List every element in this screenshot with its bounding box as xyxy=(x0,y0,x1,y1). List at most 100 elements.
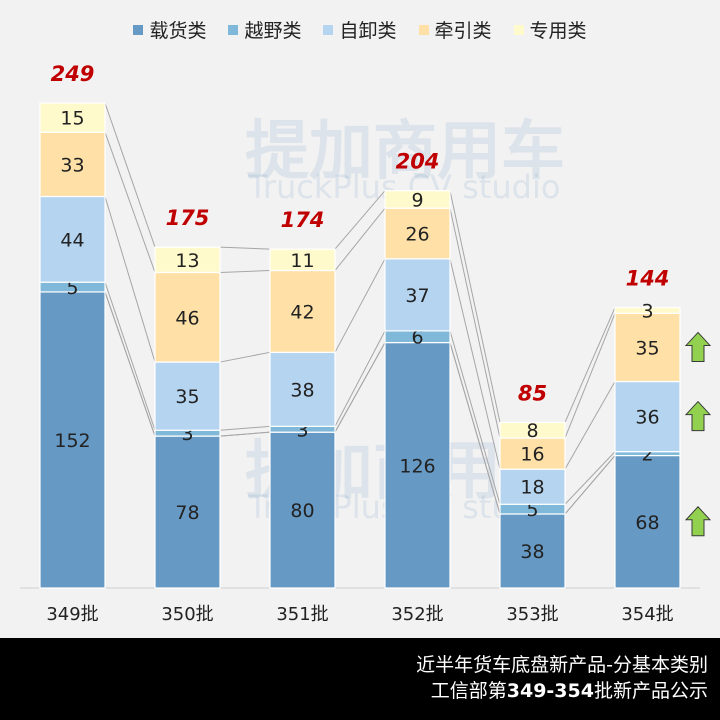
series-connector-line xyxy=(564,451,616,505)
bar-segment xyxy=(384,190,451,209)
legend-swatch xyxy=(513,24,524,35)
series-connector-line xyxy=(564,381,616,470)
legend-swatch xyxy=(228,24,239,35)
series-connector-line xyxy=(449,258,501,470)
total-label: 175 xyxy=(166,206,210,230)
data-label: 13 xyxy=(175,250,199,272)
data-label: 42 xyxy=(290,301,314,323)
bar-segment xyxy=(154,271,221,363)
footer-line2: 工信部第349-354批新产品公示 xyxy=(0,678,708,704)
data-label: 35 xyxy=(635,337,659,359)
data-label: 126 xyxy=(399,455,435,477)
footer-line1: 近半年货车底盘新产品-分基本类别 xyxy=(416,654,708,676)
bar-segment xyxy=(269,269,336,353)
data-label: 44 xyxy=(60,229,84,251)
data-label: 8 xyxy=(526,420,538,442)
legend-swatch xyxy=(323,24,334,35)
legend-item: 牵引类 xyxy=(418,16,492,43)
bar-segment xyxy=(154,435,221,589)
series-connector-line xyxy=(104,196,156,363)
series-connector-line xyxy=(564,313,616,439)
legend-item: 自卸类 xyxy=(323,16,397,43)
series-connector-line xyxy=(564,307,616,423)
x-tick-label: 351批 xyxy=(276,604,328,625)
bar-segment xyxy=(39,102,106,133)
legend: 载货类 越野类 自卸类 牵引类 专用类 xyxy=(0,16,720,43)
legend-label: 自卸类 xyxy=(339,20,397,42)
bar-segment xyxy=(614,306,681,314)
legend-label: 专用类 xyxy=(529,20,587,42)
legend-item: 专用类 xyxy=(513,16,587,43)
total-label: 249 xyxy=(51,62,95,86)
series-connector-line xyxy=(219,425,271,431)
data-label: 11 xyxy=(290,250,314,272)
series-connector-line xyxy=(564,455,616,515)
legend-swatch xyxy=(133,24,144,35)
series-connector-line xyxy=(334,190,386,250)
bar-segment xyxy=(269,248,336,272)
footer-prefix: 工信部第 xyxy=(430,680,507,702)
bar-segment xyxy=(39,195,106,283)
legend-item: 载货类 xyxy=(133,16,206,43)
arrow-up-icon xyxy=(684,506,712,537)
data-label: 36 xyxy=(635,407,659,429)
x-tick-label: 354批 xyxy=(621,604,673,625)
x-tick-label: 349批 xyxy=(46,604,98,625)
data-label: 80 xyxy=(290,500,314,522)
legend-label: 载货类 xyxy=(149,20,207,42)
bar-segment xyxy=(269,351,336,427)
footer-suffix: 批新产品公示 xyxy=(593,680,708,702)
bar-segment xyxy=(614,454,681,589)
bar-segment xyxy=(269,431,336,589)
total-label: 144 xyxy=(626,267,670,291)
data-label: 46 xyxy=(175,307,199,329)
arrow-up-icon xyxy=(684,331,712,362)
x-tick-label: 350批 xyxy=(161,604,213,625)
series-connector-line xyxy=(334,258,386,353)
bar-segment xyxy=(499,513,566,589)
series-connector-line xyxy=(104,282,156,431)
bar-segment xyxy=(499,437,566,470)
bar-segment xyxy=(384,258,451,332)
series-connector-line xyxy=(219,246,271,250)
total-label: 85 xyxy=(518,381,547,405)
footer-range: 349-354 xyxy=(506,680,594,702)
series-connector-line xyxy=(219,351,271,363)
data-label: 35 xyxy=(175,386,199,408)
data-label: 9 xyxy=(411,189,423,211)
total-label: 174 xyxy=(281,208,325,232)
data-label: 3 xyxy=(641,300,653,322)
data-label: 38 xyxy=(290,379,314,401)
series-connector-line xyxy=(334,330,386,427)
x-tick-label: 352批 xyxy=(391,604,443,625)
footer: 近半年货车底盘新产品-分基本类别 工信部第349-354批新产品公示 xyxy=(0,638,720,720)
x-tick-label: 353批 xyxy=(506,604,558,625)
data-label: 26 xyxy=(405,224,429,246)
data-label: 15 xyxy=(60,108,84,130)
legend-label: 牵引类 xyxy=(434,20,492,42)
legend-item: 越野类 xyxy=(228,16,301,43)
arrow-up-icon xyxy=(684,400,712,432)
data-label: 37 xyxy=(405,285,429,307)
series-connector-line xyxy=(449,342,501,515)
series-connector-line xyxy=(219,431,271,437)
series-connector-line xyxy=(104,132,156,273)
series-connector-line xyxy=(334,207,386,271)
series-connector-line xyxy=(449,190,501,423)
data-label: 18 xyxy=(520,477,544,499)
bar-segment xyxy=(154,246,221,274)
data-label: 78 xyxy=(175,502,199,524)
series-connector-line xyxy=(219,270,271,273)
bar-segment xyxy=(614,380,681,453)
series-connector-line xyxy=(104,291,156,437)
bar-segment xyxy=(614,312,681,383)
data-label: 16 xyxy=(520,444,544,466)
legend-swatch xyxy=(418,24,429,35)
bar-segment xyxy=(499,421,566,439)
bar-segment xyxy=(39,291,106,589)
series-connector-line xyxy=(104,102,156,248)
bar-segment xyxy=(39,131,106,198)
series-connector-line xyxy=(334,342,386,433)
data-label: 33 xyxy=(60,154,84,176)
data-label: 68 xyxy=(635,512,659,534)
